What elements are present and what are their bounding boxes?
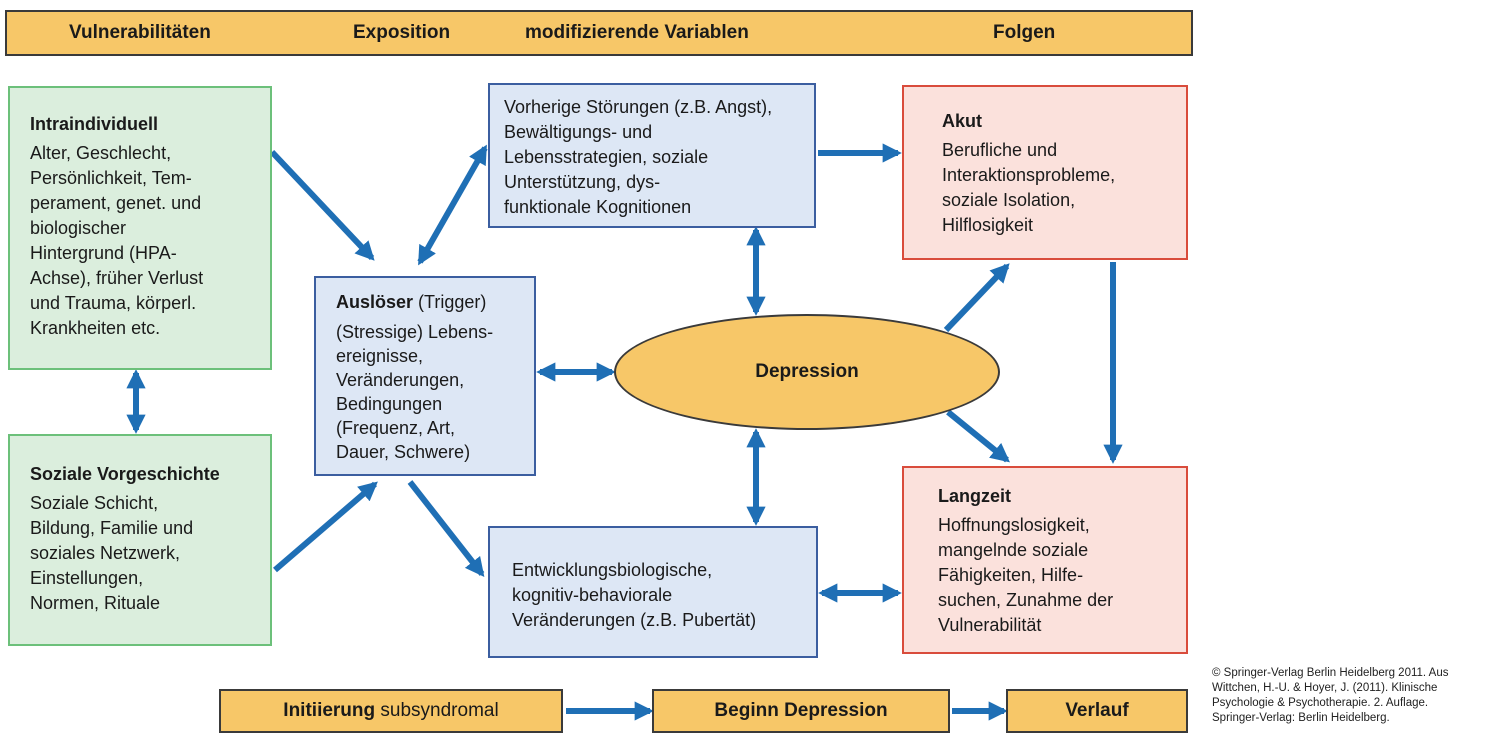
header-consequences: Folgen	[993, 22, 1056, 43]
arrow-depression-to-longterm	[946, 409, 1010, 463]
arrow-intra-to-trigger	[269, 149, 375, 261]
intraindividual-title: Intraindividuell	[30, 114, 159, 134]
depression-node: Depression	[614, 314, 1000, 430]
trigger-heading: Auslöser (Trigger)	[336, 292, 487, 312]
timeline-initiation: Initiierung subsyndromal	[219, 689, 563, 733]
developmental-box: Entwicklungsbiologische, kognitiv-behavi…	[488, 526, 818, 658]
longterm-title: Langzeit	[938, 486, 1012, 506]
longterm-box: Langzeit Hoffnungslosigkeit, mangelnde s…	[902, 466, 1188, 654]
timeline-onset: Beginn Depression	[652, 689, 950, 733]
social-history-box: Soziale Vorgeschichte Soziale Schicht, B…	[8, 434, 272, 646]
copyright-credit: © Springer-Verlag Berlin Heidelberg 2011…	[1212, 667, 1449, 724]
intraindividual-text: Alter, Geschlecht, Persönlichkeit, Tem- …	[30, 143, 204, 338]
acute-box: Akut Berufliche und Interaktionsprobleme…	[902, 85, 1188, 260]
acute-title: Akut	[942, 111, 982, 131]
prior-disorders-box: Vorherige Störungen (z.B. Angst), Bewält…	[488, 83, 816, 228]
arrow-trigger-prior	[417, 144, 488, 266]
header-vulnerabilities: Vulnerabilitäten	[69, 22, 211, 43]
depression-label: Depression	[755, 361, 859, 382]
header-modifying-variables: modifizierende Variablen	[525, 22, 749, 43]
header-exposition: Exposition	[353, 22, 451, 43]
timeline-course: Verlauf	[1006, 689, 1188, 733]
social-history-title: Soziale Vorgeschichte	[30, 464, 220, 484]
trigger-box: Auslöser (Trigger) (Stressige) Lebens- e…	[314, 276, 536, 476]
header-bar: Vulnerabilitäten Exposition modifizieren…	[5, 10, 1193, 56]
arrow-trigger-to-developmental	[407, 480, 485, 578]
arrow-depression-to-acute	[943, 263, 1010, 333]
intraindividual-box: Intraindividuell Alter, Geschlecht, Pers…	[8, 86, 272, 370]
arrow-social-to-trigger	[273, 481, 378, 573]
social-history-text: Soziale Schicht, Bildung, Familie und so…	[30, 493, 194, 613]
